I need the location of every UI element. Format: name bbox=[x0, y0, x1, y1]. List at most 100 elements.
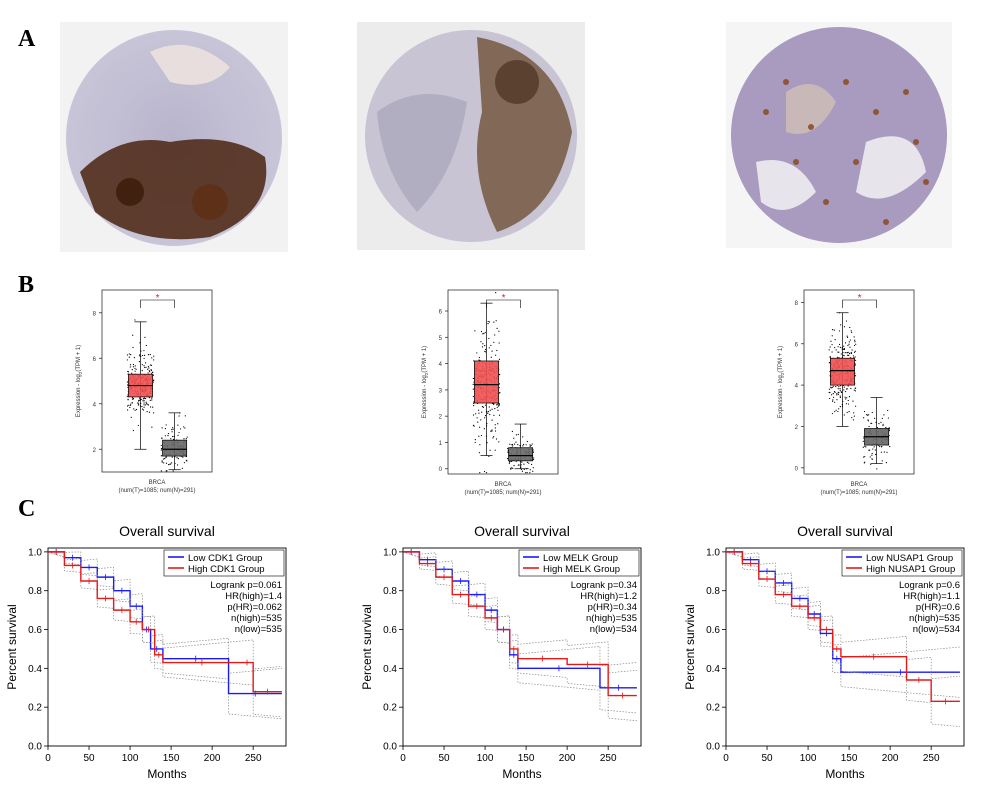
x-axis-label: Months bbox=[147, 767, 186, 781]
jitter-point bbox=[847, 351, 849, 353]
stat-text: n(low)=534 bbox=[590, 624, 637, 635]
jitter-point bbox=[133, 408, 135, 410]
jitter-point bbox=[132, 346, 134, 349]
jitter-point bbox=[531, 443, 533, 445]
jitter-point bbox=[147, 354, 150, 356]
y-tick-label: 0 bbox=[795, 466, 799, 472]
y-tick-label: 6 bbox=[795, 342, 799, 348]
jitter-point bbox=[472, 395, 474, 398]
jitter-point bbox=[529, 472, 531, 474]
jitter-point bbox=[472, 402, 475, 405]
jitter-point bbox=[832, 393, 834, 395]
jitter-point bbox=[170, 438, 172, 440]
jitter-point bbox=[853, 412, 855, 414]
jitter-point bbox=[148, 370, 150, 372]
jitter-point bbox=[862, 440, 864, 442]
jitter-point bbox=[183, 438, 185, 440]
jitter-point bbox=[844, 342, 847, 344]
jitter-point bbox=[143, 404, 145, 406]
jitter-point bbox=[137, 424, 139, 427]
jitter-point bbox=[170, 463, 172, 465]
jitter-point bbox=[836, 394, 838, 396]
jitter-point bbox=[130, 403, 132, 405]
x-tick-label: 250 bbox=[923, 753, 940, 764]
jitter-point bbox=[866, 414, 868, 416]
x-tick-label: 100 bbox=[800, 753, 817, 764]
stat-text: n(high)=535 bbox=[909, 613, 960, 624]
jitter-point bbox=[846, 335, 848, 337]
jitter-point bbox=[887, 417, 890, 419]
y-tick-label: 2 bbox=[795, 425, 799, 431]
jitter-point bbox=[869, 456, 871, 458]
jitter-point bbox=[509, 443, 511, 445]
jitter-point bbox=[483, 470, 486, 473]
jitter-point bbox=[865, 446, 867, 448]
y-tick-label: 0.8 bbox=[383, 586, 397, 597]
jitter-point bbox=[844, 390, 847, 393]
jitter-point bbox=[481, 411, 483, 413]
jitter-point bbox=[828, 349, 830, 351]
jitter-point bbox=[854, 339, 856, 341]
jitter-point bbox=[522, 443, 525, 446]
jitter-point bbox=[141, 364, 143, 366]
jitter-point bbox=[153, 412, 155, 414]
jitter-point bbox=[182, 456, 184, 458]
y-tick-label: 1 bbox=[439, 441, 443, 447]
jitter-point bbox=[148, 367, 150, 369]
jitter-point bbox=[490, 430, 492, 432]
y-axis-label: Expression - log2(TPM + 1) bbox=[778, 346, 785, 418]
jitter-point bbox=[142, 409, 145, 411]
jitter-point bbox=[848, 341, 850, 343]
y-axis-label: Percent survival bbox=[683, 604, 697, 689]
x-tick-label: 150 bbox=[841, 753, 858, 764]
jitter-point bbox=[830, 386, 832, 388]
plot-frame bbox=[725, 547, 965, 747]
jitter-point bbox=[131, 369, 133, 371]
jitter-point bbox=[838, 386, 840, 388]
significance-star: * bbox=[502, 293, 506, 304]
jitter-point bbox=[506, 458, 509, 460]
jitter-point bbox=[132, 366, 135, 368]
jitter-point bbox=[160, 449, 162, 451]
jitter-point bbox=[837, 393, 839, 396]
y-axis-label: Percent survival bbox=[360, 604, 374, 689]
jitter-point bbox=[484, 417, 486, 419]
stat-text: Logrank p=0.061 bbox=[210, 580, 282, 591]
jitter-point bbox=[165, 456, 167, 458]
jitter-point bbox=[885, 426, 887, 429]
jitter-point bbox=[152, 406, 154, 408]
jitter-point bbox=[139, 355, 141, 357]
jitter-point bbox=[846, 352, 848, 354]
significance-bracket bbox=[486, 299, 521, 308]
jitter-point bbox=[149, 406, 152, 408]
jitter-point bbox=[529, 444, 531, 446]
jitter-point bbox=[523, 463, 525, 465]
plot-frame bbox=[101, 289, 213, 473]
x-tick-label: 0 bbox=[45, 753, 51, 764]
jitter-point bbox=[491, 429, 493, 431]
y-tick-label: 1.0 bbox=[383, 547, 397, 558]
jitter-point bbox=[152, 374, 154, 376]
jitter-point bbox=[494, 430, 497, 432]
jitter-point bbox=[498, 441, 500, 443]
jitter-point bbox=[845, 403, 848, 405]
jitter-point bbox=[163, 462, 165, 464]
jitter-point bbox=[880, 421, 882, 423]
jitter-point bbox=[482, 333, 484, 335]
y-axis-label-end: (TPM + 1) bbox=[778, 346, 784, 373]
jitter-point bbox=[831, 344, 833, 346]
jitter-point bbox=[831, 351, 833, 353]
y-tick-label: 0.4 bbox=[28, 664, 42, 675]
jitter-point bbox=[178, 431, 180, 434]
jitter-point bbox=[836, 399, 838, 401]
jitter-point bbox=[533, 457, 535, 459]
jitter-point bbox=[839, 346, 842, 348]
x-tick-label: 50 bbox=[83, 753, 95, 764]
jitter-point bbox=[871, 454, 873, 456]
y-tick-label: 2 bbox=[93, 448, 97, 454]
ihc-image-1 bbox=[60, 22, 288, 252]
jitter-point bbox=[476, 417, 478, 419]
jitter-point bbox=[521, 461, 523, 463]
jitter-point bbox=[494, 334, 496, 336]
